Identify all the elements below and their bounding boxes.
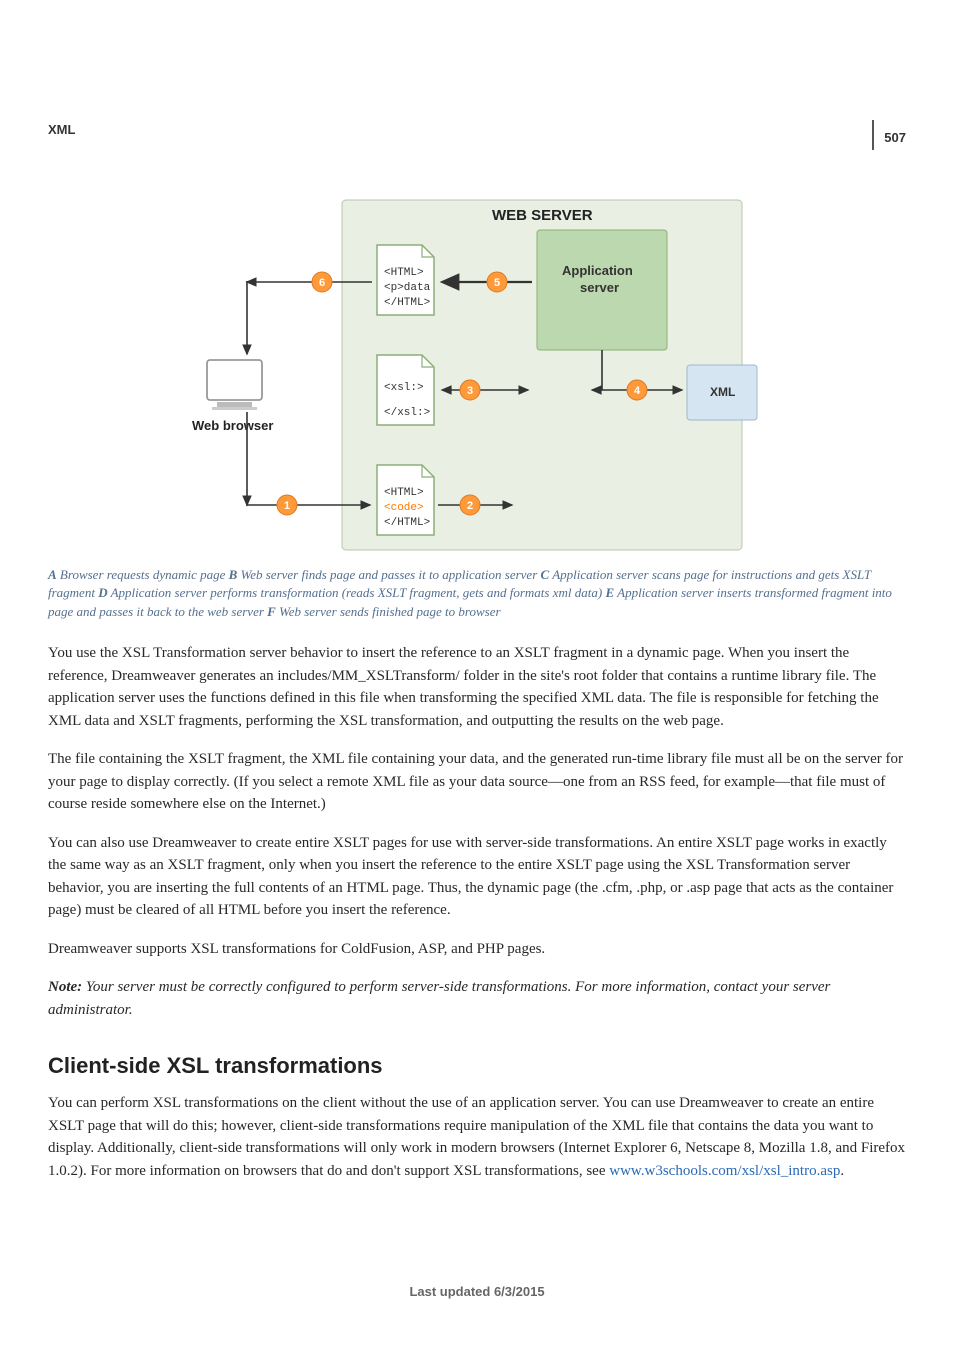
file-xsl: <xsl:> </xsl:>	[377, 355, 434, 425]
app-server-label-2: server	[580, 280, 619, 295]
diagram-caption: A Browser requests dynamic page B Web se…	[48, 566, 906, 623]
note-label: Note:	[48, 979, 86, 995]
file-html-data: <HTML> <p>data </HTML>	[377, 245, 434, 315]
file-html-code: <HTML> <code> </HTML>	[377, 465, 434, 535]
web-server-title: WEB SERVER	[492, 207, 593, 224]
svg-text:<HTML>: <HTML>	[384, 487, 424, 499]
page-number: 507	[872, 120, 906, 150]
client-side-heading: Client-side XSL transformations	[48, 1049, 906, 1082]
diagram-container: WEB SERVER Application server XML <HTML>…	[48, 190, 906, 560]
section-label: XML	[48, 120, 75, 140]
svg-text:4: 4	[634, 384, 641, 396]
w3schools-link[interactable]: www.w3schools.com/xsl/xsl_intro.asp	[609, 1163, 840, 1179]
svg-text:3: 3	[467, 384, 473, 396]
svg-text:<p>data: <p>data	[384, 282, 431, 294]
note-paragraph: Note: Your server must be correctly conf…	[48, 976, 906, 1021]
last-updated-footer: Last updated 6/3/2015	[48, 1282, 906, 1342]
svg-text:</HTML>: </HTML>	[384, 297, 430, 309]
svg-text:</xsl:>: </xsl:>	[384, 407, 430, 419]
svg-text:</HTML>: </HTML>	[384, 517, 430, 529]
client-p1-b: .	[840, 1163, 844, 1179]
app-server-label-1: Application	[562, 263, 633, 278]
body-paragraph-2: The file containing the XSLT fragment, t…	[48, 748, 906, 816]
svg-text:<code>: <code>	[384, 502, 424, 514]
svg-text:<HTML>: <HTML>	[384, 267, 424, 279]
svg-text:<xsl:>: <xsl:>	[384, 382, 424, 394]
xslt-server-diagram: WEB SERVER Application server XML <HTML>…	[192, 190, 762, 560]
xml-label: XML	[710, 385, 735, 399]
svg-text:6: 6	[319, 276, 325, 288]
page-header: XML 507	[48, 0, 906, 180]
svg-text:1: 1	[284, 499, 290, 511]
web-browser-label: Web browser	[192, 418, 273, 433]
body-paragraph-4: Dreamweaver supports XSL transformations…	[48, 938, 906, 961]
body-paragraph-1: You use the XSL Transformation server be…	[48, 642, 906, 732]
svg-text:2: 2	[467, 499, 473, 511]
client-paragraph-1: You can perform XSL transformations on t…	[48, 1092, 906, 1182]
body-paragraph-3: You can also use Dreamweaver to create e…	[48, 832, 906, 922]
svg-text:5: 5	[494, 276, 500, 288]
note-text: Your server must be correctly configured…	[48, 979, 830, 1018]
